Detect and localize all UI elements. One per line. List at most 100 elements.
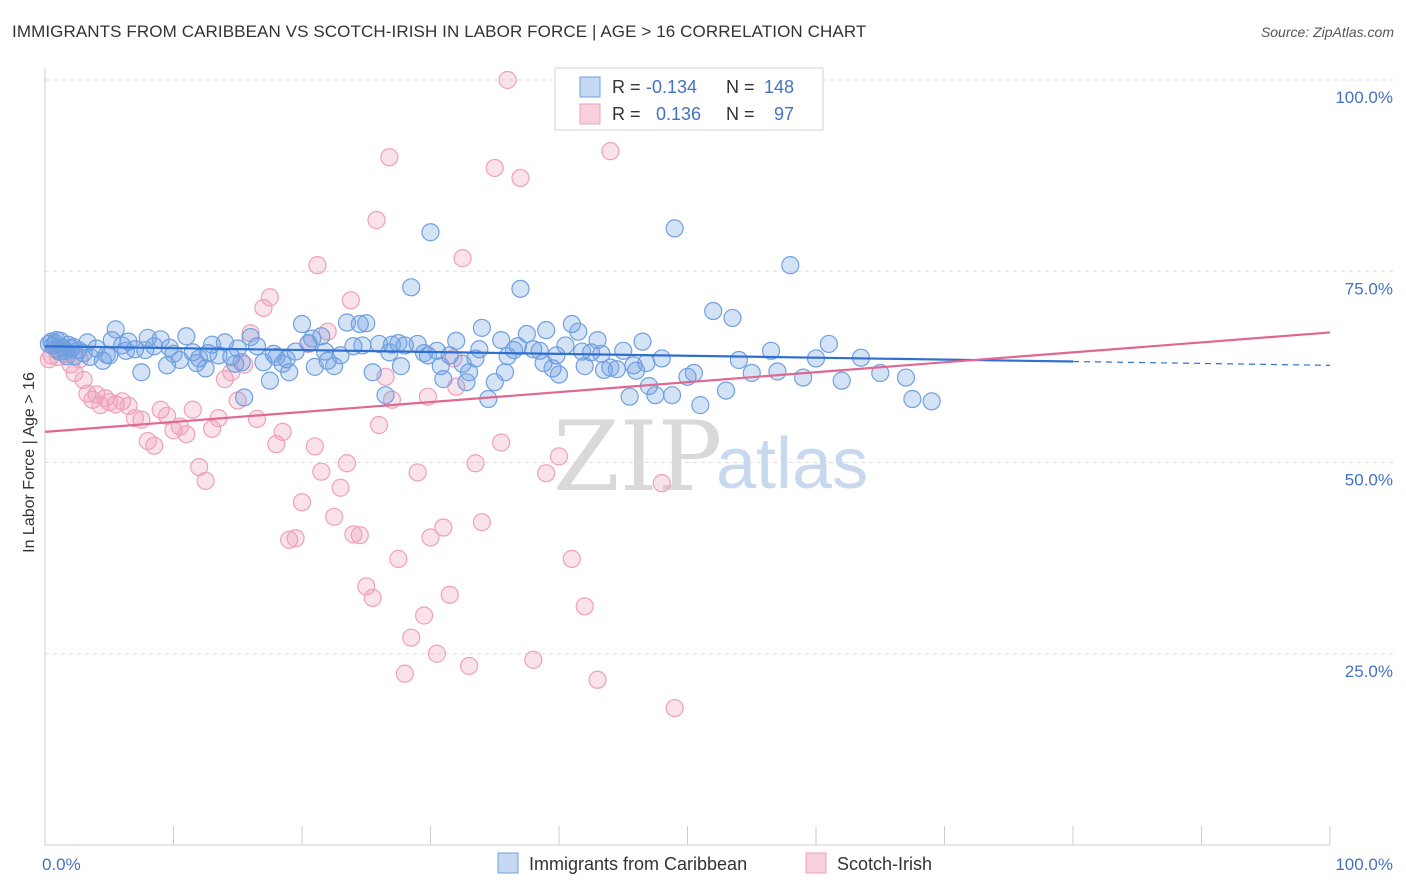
scotch-irish-point bbox=[370, 415, 389, 435]
legend-n-label-caribbean: N = bbox=[726, 77, 755, 97]
caribbean-point bbox=[466, 349, 485, 368]
legend-n-value-scotch: 97 bbox=[774, 104, 794, 124]
scotch-irish-point bbox=[524, 650, 543, 669]
scotch-irish-point bbox=[308, 256, 327, 275]
caribbean-point bbox=[106, 320, 125, 339]
caribbean-point bbox=[569, 322, 588, 341]
caribbean-point bbox=[132, 363, 151, 382]
scotch-irish-point bbox=[125, 409, 145, 428]
scotch-irish-point bbox=[575, 597, 594, 616]
scotch-irish-point bbox=[254, 298, 273, 318]
bottom-legend-label-scotch: Scotch-Irish bbox=[837, 854, 932, 874]
correlation-legend: R = -0.134 N = 148 R = 0.136 N = 97 bbox=[554, 67, 824, 131]
caribbean-point bbox=[363, 363, 382, 382]
caribbean-point bbox=[292, 314, 312, 334]
caribbean-point bbox=[125, 340, 145, 359]
scotch-irish-point bbox=[466, 454, 485, 473]
caribbean-point bbox=[187, 353, 206, 373]
caribbean-point bbox=[145, 337, 164, 356]
scotch-irish-point bbox=[414, 606, 434, 625]
source-label: Source: ZipAtlas.com bbox=[1260, 24, 1394, 40]
caribbean-point bbox=[196, 359, 215, 378]
caribbean-point bbox=[573, 342, 592, 361]
scotch-irish-point bbox=[562, 549, 581, 568]
scotch-irish-point bbox=[337, 454, 357, 473]
scotch-irish-point bbox=[402, 628, 421, 647]
y-tick-label: 50.0% bbox=[1345, 471, 1393, 490]
caribbean-point bbox=[508, 337, 527, 356]
caribbean-point bbox=[78, 333, 97, 352]
scotch-irish-point bbox=[286, 529, 305, 548]
caribbean-trend-line bbox=[44, 345, 1074, 363]
caribbean-point bbox=[421, 223, 440, 242]
scotch-irish-point bbox=[601, 142, 620, 161]
caribbean-point bbox=[768, 362, 787, 381]
scotch-irish-point bbox=[440, 585, 459, 604]
scotch-irish-point bbox=[665, 698, 684, 718]
y-tick-label: 25.0% bbox=[1345, 662, 1393, 681]
caribbean-point bbox=[646, 386, 665, 405]
scotch-irish-point bbox=[498, 70, 517, 90]
caribbean-point bbox=[57, 347, 76, 366]
caribbean-point bbox=[457, 373, 476, 392]
caribbean-point bbox=[549, 365, 569, 384]
caribbean-trend-extension bbox=[1072, 360, 1331, 366]
legend-r-label-scotch: R = bbox=[612, 104, 641, 124]
scotch-irish-point bbox=[421, 528, 440, 547]
caribbean-point bbox=[601, 358, 620, 377]
caribbean-point bbox=[47, 331, 66, 350]
caribbean-point bbox=[588, 331, 607, 350]
scotch-irish-point bbox=[537, 464, 556, 483]
caribbean-point bbox=[903, 389, 922, 409]
scotch-irish-trend-line bbox=[44, 331, 1331, 433]
scotch-irish-point bbox=[312, 462, 331, 481]
scotch-irish-point bbox=[61, 355, 80, 374]
scotch-irish-point bbox=[318, 322, 337, 341]
scotch-irish-point bbox=[344, 525, 363, 544]
scotch-irish-point bbox=[177, 425, 196, 444]
caribbean-point bbox=[418, 346, 438, 365]
caribbean-point bbox=[116, 341, 136, 360]
caribbean-point bbox=[102, 331, 121, 350]
y-tick-label: 75.0% bbox=[1345, 279, 1393, 298]
caribbean-point bbox=[391, 357, 411, 376]
caribbean-point bbox=[537, 321, 556, 340]
legend-r-value-caribbean: -0.134 bbox=[646, 77, 697, 97]
caribbean-point bbox=[517, 324, 536, 344]
scotch-irish-point bbox=[367, 210, 386, 230]
legend-r-label-caribbean: R = bbox=[612, 77, 641, 97]
caribbean-point bbox=[136, 340, 155, 360]
caribbean-point bbox=[761, 341, 781, 360]
watermark-atlas: atlas bbox=[716, 424, 868, 504]
caribbean-point bbox=[447, 331, 466, 350]
caribbean-point bbox=[871, 363, 890, 383]
scotch-irish-point bbox=[380, 148, 399, 167]
scotch-irish-point bbox=[459, 656, 479, 676]
scotch-irish-point bbox=[427, 644, 447, 663]
scotch-irish-point bbox=[511, 168, 530, 188]
caribbean-point bbox=[832, 371, 851, 390]
caribbean-point bbox=[662, 386, 682, 405]
caribbean-point bbox=[896, 368, 916, 387]
caribbean-point bbox=[922, 392, 941, 411]
caribbean-point bbox=[742, 363, 761, 383]
legend-swatch-caribbean bbox=[579, 76, 601, 98]
caribbean-point bbox=[492, 331, 511, 350]
caribbean-point bbox=[614, 341, 633, 360]
caribbean-point bbox=[353, 336, 372, 355]
scotch-irish-point bbox=[408, 463, 427, 482]
caribbean-point bbox=[247, 337, 267, 356]
scotch-irish-point bbox=[549, 447, 569, 466]
y-axis-title: In Labor Force | Age > 16 bbox=[21, 372, 38, 553]
scotch-irish-point bbox=[357, 577, 376, 596]
caribbean-point bbox=[325, 357, 344, 376]
trend-lines bbox=[44, 331, 1331, 433]
caribbean-point bbox=[357, 314, 376, 333]
scotch-irish-point bbox=[325, 507, 344, 526]
scotch-irish-point bbox=[196, 471, 215, 490]
scotch-irish-point bbox=[341, 291, 360, 310]
scotch-irish-point bbox=[331, 478, 350, 497]
scotch-irish-point bbox=[485, 158, 504, 178]
scotch-irish-point bbox=[363, 588, 382, 608]
